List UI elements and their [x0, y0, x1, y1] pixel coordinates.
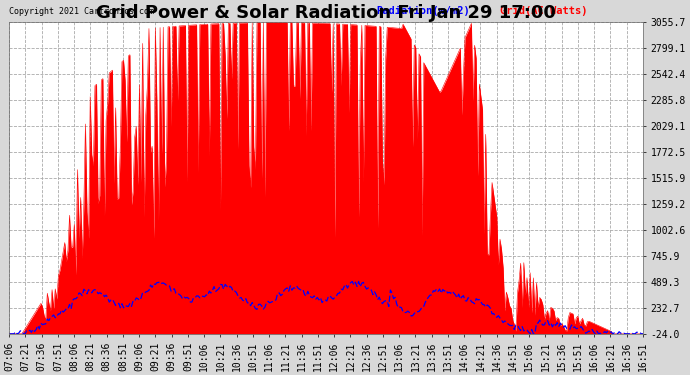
Text: Grid(AC Watts): Grid(AC Watts)	[500, 6, 588, 16]
Title: Grid Power & Solar Radiation Fri Jan 29 17:00: Grid Power & Solar Radiation Fri Jan 29 …	[96, 4, 556, 22]
Text: Radiation(w/m2): Radiation(w/m2)	[377, 6, 471, 16]
Text: Copyright 2021 Cartronics.com: Copyright 2021 Cartronics.com	[9, 7, 154, 16]
